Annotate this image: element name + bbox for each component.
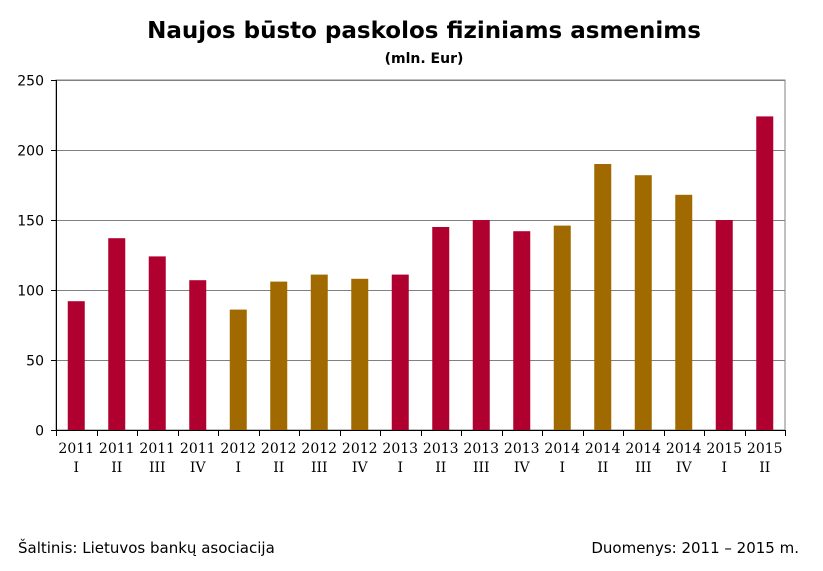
source-note: Šaltinis: Lietuvos bankų asociacija: [18, 539, 275, 557]
bar: [270, 281, 288, 430]
x-tick-label-quarter: II: [435, 460, 446, 476]
x-tick-label-year: 2012: [342, 441, 378, 457]
y-tick-label: 100: [17, 284, 44, 300]
x-tick-label-year: 2013: [423, 441, 459, 457]
x-tick-label-quarter: IV: [676, 460, 693, 476]
data-period-note: Duomenys: 2011 – 2015 m.: [591, 539, 799, 557]
x-tick-label-year: 2012: [220, 441, 256, 457]
x-tick-label-quarter: IV: [190, 460, 207, 476]
bar: [756, 116, 774, 431]
x-tick-label-year: 2014: [666, 441, 702, 457]
bar: [472, 220, 490, 430]
x-tick-label-quarter: I: [559, 460, 565, 476]
chart-title: Naujos būsto paskolos fiziniams asmenims: [147, 18, 701, 44]
x-tick-label-quarter: II: [111, 460, 122, 476]
x-tick-label-year: 2014: [585, 441, 621, 457]
x-tick-label-year: 2013: [504, 441, 540, 457]
x-tick-label-year: 2013: [463, 441, 499, 457]
bar: [634, 175, 652, 430]
bar: [108, 238, 126, 430]
bar: [351, 278, 369, 430]
x-tick-label-year: 2015: [706, 441, 742, 457]
x-tick-label-quarter: I: [721, 460, 727, 476]
x-tick-label-year: 2014: [544, 441, 580, 457]
bar: [594, 164, 612, 430]
bar: [553, 225, 571, 430]
bar: [229, 309, 247, 430]
bar: [148, 256, 166, 430]
x-tick-label-year: 2012: [301, 441, 337, 457]
bar: [432, 227, 450, 430]
x-tick-label-year: 2015: [747, 441, 783, 457]
bar: [189, 280, 207, 430]
x-tick-label-quarter: II: [759, 460, 770, 476]
bar-chart: 0501001502002502011I2011II2011III2011IV2…: [17, 74, 786, 476]
chart-subtitle: (mln. Eur): [384, 51, 464, 67]
x-tick-label-quarter: IV: [514, 460, 531, 476]
bar: [715, 220, 733, 430]
y-tick-label: 200: [17, 144, 44, 160]
x-tick-label-year: 2011: [180, 441, 216, 457]
y-tick-label: 250: [17, 74, 44, 90]
x-tick-label-year: 2012: [261, 441, 297, 457]
bar: [67, 301, 85, 430]
x-tick-label-year: 2011: [99, 441, 135, 457]
bar: [675, 194, 693, 430]
bar: [391, 274, 409, 430]
x-tick-label-quarter: III: [311, 460, 328, 476]
bar: [513, 231, 531, 430]
x-tick-label-year: 2011: [139, 441, 175, 457]
x-tick-label-quarter: I: [397, 460, 403, 476]
x-tick-label-year: 2013: [382, 441, 418, 457]
x-tick-label-quarter: I: [73, 460, 79, 476]
x-tick-label-quarter: I: [235, 460, 241, 476]
x-tick-label-quarter: IV: [352, 460, 369, 476]
y-tick-label: 0: [35, 424, 44, 440]
x-tick-label-quarter: III: [149, 460, 166, 476]
x-tick-label-year: 2011: [58, 441, 94, 457]
y-tick-label: 150: [17, 214, 44, 230]
x-tick-label-year: 2014: [625, 441, 661, 457]
x-tick-label-quarter: III: [473, 460, 490, 476]
y-tick-label: 50: [26, 354, 44, 370]
x-tick-label-quarter: III: [635, 460, 652, 476]
bar: [310, 274, 328, 430]
x-tick-label-quarter: II: [273, 460, 284, 476]
x-tick-label-quarter: II: [597, 460, 608, 476]
